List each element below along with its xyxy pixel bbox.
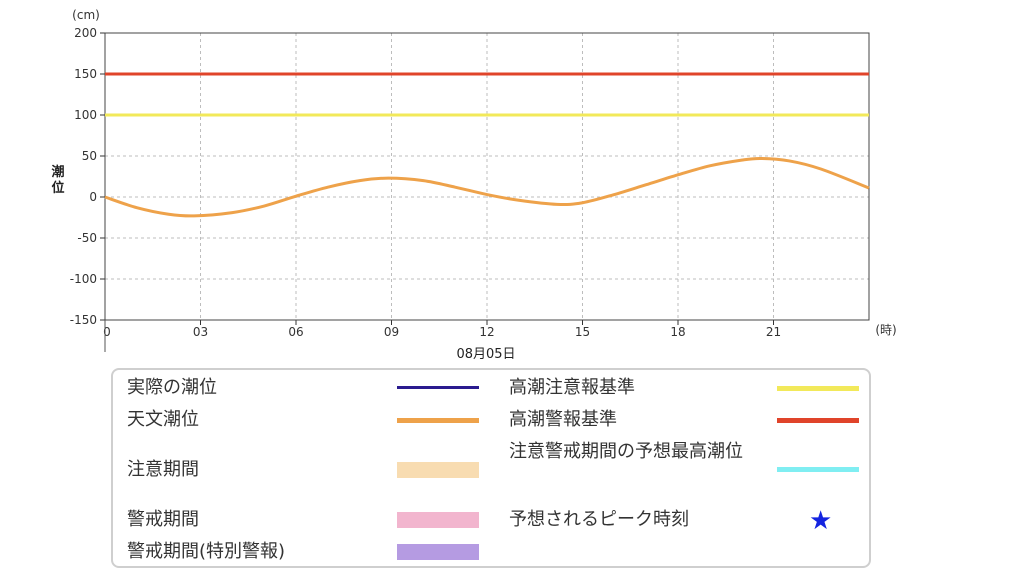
legend-label: 高潮注意報基準 (509, 377, 635, 398)
legend-swatch (397, 544, 479, 560)
legend-swatch (777, 386, 859, 391)
series-layer (104, 72, 870, 218)
date-label: 08月05日 (456, 347, 515, 362)
legend-label: 警戒期間(特別警報) (127, 541, 286, 562)
y-tick-label: -100 (70, 272, 97, 286)
grid (105, 33, 869, 320)
legend-label: 注意期間 (127, 459, 199, 480)
legend-label: 予想されるピーク時刻 (509, 509, 689, 530)
x-tick-label: 21 (766, 325, 781, 339)
x-tick-label: 15 (575, 325, 590, 339)
y-axis-label: 潮位 (51, 164, 64, 196)
plot-frame (104, 32, 870, 321)
x-tick-label: 18 (670, 325, 685, 339)
axes: 200 150 100 50 0 -50 -100 -150 0 03 06 09 12 15 18 21 (70, 26, 870, 352)
legend-swatch (397, 512, 479, 528)
y-tick-label: 200 (74, 26, 97, 40)
legend-swatch (397, 462, 479, 478)
y-tick-label: 150 (74, 67, 97, 81)
legend-label: 天文潮位 (127, 409, 199, 430)
legend-label: 実際の潮位 (127, 377, 217, 398)
legend-swatch (777, 467, 859, 472)
x-tick-label: 09 (384, 325, 399, 339)
y-tick-label: 50 (82, 149, 97, 163)
y-tick-label: -150 (70, 313, 97, 327)
x-unit-label: (時) (875, 323, 896, 337)
x-tick-label: 06 (288, 325, 303, 339)
y-tick-label: -50 (77, 231, 97, 245)
x-tick-label: 0 (103, 325, 111, 339)
legend-label: 注意警戒期間の予想最高潮位 (509, 441, 743, 462)
y-tick-label: 100 (74, 108, 97, 122)
legend-label: 高潮警報基準 (509, 409, 617, 430)
series-line (104, 156, 870, 218)
y-tick-label: 0 (89, 190, 97, 204)
legend: 実際の潮位天文潮位注意期間警戒期間警戒期間(特別警報) 高潮注意報基準 高潮警報基準… (111, 368, 871, 568)
legend-swatch (397, 418, 479, 423)
legend-label: 警戒期間 (127, 509, 199, 530)
x-tick-label: 03 (193, 325, 208, 339)
legend-swatch (777, 418, 859, 423)
x-tick-label: 12 (479, 325, 494, 339)
legend-swatch (397, 386, 479, 389)
star-icon: ★ (809, 506, 833, 536)
y-unit-label: (cm) (72, 8, 100, 22)
